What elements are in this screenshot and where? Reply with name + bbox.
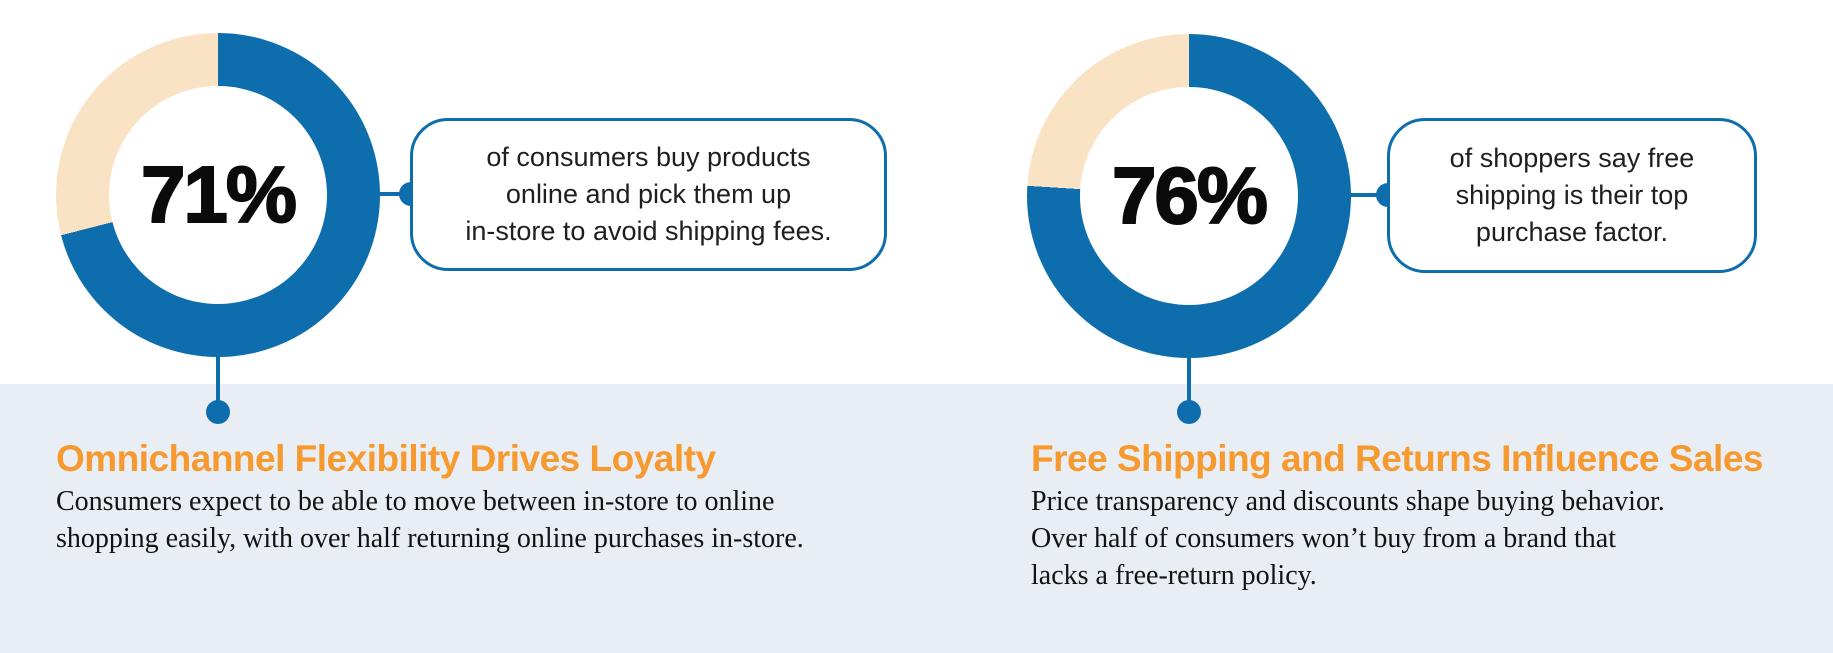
background-band: [0, 384, 1833, 653]
section-body: Consumers expect to be able to move betw…: [56, 486, 804, 554]
donut-chart-omnichannel: 71%: [56, 33, 380, 357]
callout-box: of shoppers say free shipping is their t…: [1387, 118, 1757, 273]
donut-hole: 71%: [109, 86, 327, 304]
connector-line-vertical: [1187, 354, 1191, 403]
percent-label: 76%: [1111, 150, 1269, 241]
donut-hole: 76%: [1080, 87, 1298, 305]
connector-line-vertical: [216, 353, 220, 403]
connector-line-horizontal: [1347, 193, 1389, 197]
anchor-dot: [1177, 400, 1201, 424]
section-heading: Free Shipping and Returns Influence Sale…: [1031, 438, 1763, 479]
callout-text: of shoppers say free shipping is their t…: [1449, 143, 1695, 247]
section-body: Price transparency and discounts shape b…: [1031, 486, 1665, 591]
connector-line-horizontal: [376, 192, 412, 196]
anchor-dot: [206, 400, 230, 424]
donut-chart-free-shipping: 76%: [1027, 34, 1351, 358]
percent-label: 71%: [140, 149, 298, 240]
callout-box: of consumers buy products online and pic…: [410, 118, 887, 271]
section-heading: Omnichannel Flexibility Drives Loyalty: [56, 438, 716, 479]
callout-text: of consumers buy products online and pic…: [465, 142, 832, 246]
